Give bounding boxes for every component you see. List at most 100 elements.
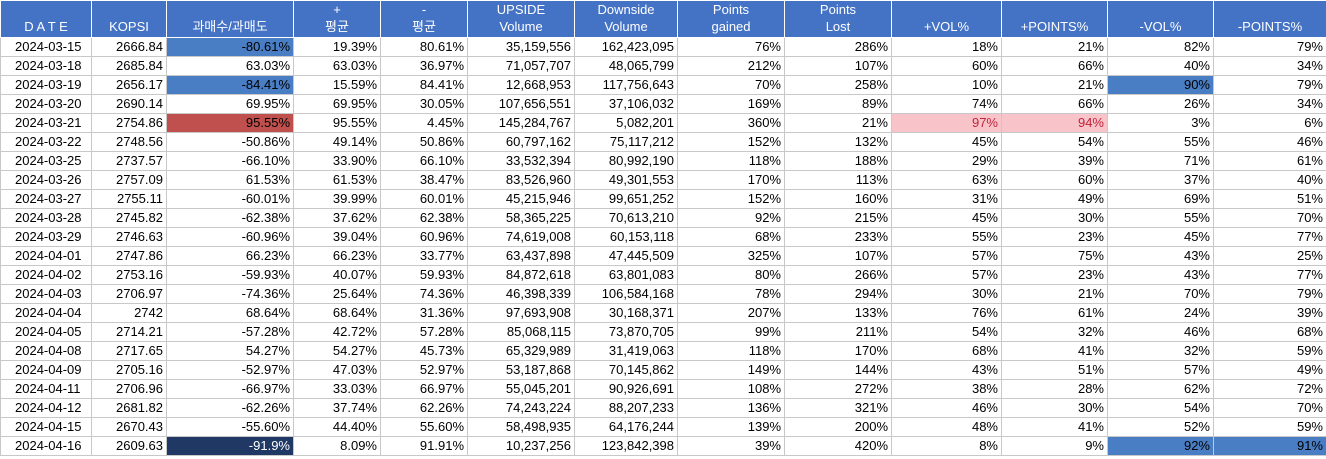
cell-plus-points-pct[interactable]: 61% bbox=[1001, 303, 1108, 323]
cell-date[interactable]: 2024-04-12 bbox=[0, 398, 92, 418]
cell-points-lost[interactable]: 286% bbox=[784, 37, 892, 57]
cell-points-lost[interactable]: 107% bbox=[784, 246, 892, 266]
cell-date[interactable]: 2024-03-27 bbox=[0, 189, 92, 209]
cell-points-lost[interactable]: 107% bbox=[784, 56, 892, 76]
column-header-kopsi[interactable]: KOPSI bbox=[91, 0, 167, 38]
cell-minus-vol-pct[interactable]: 45% bbox=[1107, 227, 1214, 247]
cell-minus-points-pct[interactable]: 79% bbox=[1213, 284, 1326, 304]
cell-points-lost[interactable]: 233% bbox=[784, 227, 892, 247]
cell-plus-vol-pct[interactable]: 29% bbox=[891, 151, 1002, 171]
cell-downside-volume[interactable]: 99,651,252 bbox=[574, 189, 678, 209]
cell-downside-volume[interactable]: 47,445,509 bbox=[574, 246, 678, 266]
cell-minus-points-pct[interactable]: 79% bbox=[1213, 37, 1326, 57]
cell-downside-volume[interactable]: 90,926,691 bbox=[574, 379, 678, 399]
cell-date[interactable]: 2024-04-15 bbox=[0, 417, 92, 437]
cell-plus-avg[interactable]: 33.03% bbox=[293, 379, 381, 399]
cell-downside-volume[interactable]: 5,082,201 bbox=[574, 113, 678, 133]
cell-points-lost[interactable]: 144% bbox=[784, 360, 892, 380]
cell-minus-vol-pct[interactable]: 82% bbox=[1107, 37, 1214, 57]
cell-downside-volume[interactable]: 75,117,212 bbox=[574, 132, 678, 152]
cell-minus-vol-pct[interactable]: 54% bbox=[1107, 398, 1214, 418]
cell-minus-points-pct[interactable]: 77% bbox=[1213, 265, 1326, 285]
cell-downside-volume[interactable]: 70,613,210 bbox=[574, 208, 678, 228]
column-header-plus-points-pct[interactable]: +POINTS% bbox=[1001, 0, 1108, 38]
cell-date[interactable]: 2024-04-04 bbox=[0, 303, 92, 323]
cell-plus-vol-pct[interactable]: 55% bbox=[891, 227, 1002, 247]
cell-minus-avg[interactable]: 31.36% bbox=[380, 303, 468, 323]
cell-plus-points-pct[interactable]: 49% bbox=[1001, 189, 1108, 209]
cell-plus-points-pct[interactable]: 30% bbox=[1001, 208, 1108, 228]
cell-plus-points-pct[interactable]: 30% bbox=[1001, 398, 1108, 418]
cell-minus-avg[interactable]: 66.97% bbox=[380, 379, 468, 399]
cell-points-gained[interactable]: 92% bbox=[677, 208, 785, 228]
cell-plus-vol-pct[interactable]: 68% bbox=[891, 341, 1002, 361]
cell-upside-volume[interactable]: 33,532,394 bbox=[467, 151, 575, 171]
cell-points-lost[interactable]: 133% bbox=[784, 303, 892, 323]
cell-minus-vol-pct[interactable]: 70% bbox=[1107, 284, 1214, 304]
cell-date[interactable]: 2024-03-15 bbox=[0, 37, 92, 57]
cell-points-gained[interactable]: 108% bbox=[677, 379, 785, 399]
cell-downside-volume[interactable]: 48,065,799 bbox=[574, 56, 678, 76]
cell-upside-volume[interactable]: 97,693,908 bbox=[467, 303, 575, 323]
cell-minus-avg[interactable]: 50.86% bbox=[380, 132, 468, 152]
cell-overbought-oversold[interactable]: -52.97% bbox=[166, 360, 294, 380]
cell-date[interactable]: 2024-03-22 bbox=[0, 132, 92, 152]
cell-points-lost[interactable]: 200% bbox=[784, 417, 892, 437]
cell-kopsi[interactable]: 2666.84 bbox=[91, 37, 167, 57]
column-header-date[interactable]: D A T E bbox=[0, 0, 92, 38]
cell-plus-vol-pct[interactable]: 10% bbox=[891, 75, 1002, 95]
cell-minus-points-pct[interactable]: 49% bbox=[1213, 360, 1326, 380]
cell-date[interactable]: 2024-04-09 bbox=[0, 360, 92, 380]
cell-plus-avg[interactable]: 49.14% bbox=[293, 132, 381, 152]
cell-upside-volume[interactable]: 46,398,339 bbox=[467, 284, 575, 304]
cell-plus-points-pct[interactable]: 66% bbox=[1001, 56, 1108, 76]
cell-minus-points-pct[interactable]: 6% bbox=[1213, 113, 1326, 133]
cell-upside-volume[interactable]: 63,437,898 bbox=[467, 246, 575, 266]
cell-points-gained[interactable]: 139% bbox=[677, 417, 785, 437]
cell-points-gained[interactable]: 152% bbox=[677, 132, 785, 152]
cell-plus-avg[interactable]: 61.53% bbox=[293, 170, 381, 190]
cell-downside-volume[interactable]: 37,106,032 bbox=[574, 94, 678, 114]
cell-date[interactable]: 2024-03-18 bbox=[0, 56, 92, 76]
cell-plus-vol-pct[interactable]: 38% bbox=[891, 379, 1002, 399]
cell-date[interactable]: 2024-03-29 bbox=[0, 227, 92, 247]
cell-minus-vol-pct[interactable]: 92% bbox=[1107, 436, 1214, 456]
cell-plus-vol-pct[interactable]: 43% bbox=[891, 360, 1002, 380]
cell-kopsi[interactable]: 2670.43 bbox=[91, 417, 167, 437]
cell-downside-volume[interactable]: 162,423,095 bbox=[574, 37, 678, 57]
cell-plus-avg[interactable]: 42.72% bbox=[293, 322, 381, 342]
cell-upside-volume[interactable]: 65,329,989 bbox=[467, 341, 575, 361]
cell-plus-points-pct[interactable]: 94% bbox=[1001, 113, 1108, 133]
cell-minus-points-pct[interactable]: 77% bbox=[1213, 227, 1326, 247]
cell-overbought-oversold[interactable]: 61.53% bbox=[166, 170, 294, 190]
cell-points-gained[interactable]: 170% bbox=[677, 170, 785, 190]
column-header-overbought-oversold[interactable]: 과매수/과매도 bbox=[166, 0, 294, 38]
cell-plus-vol-pct[interactable]: 45% bbox=[891, 132, 1002, 152]
cell-upside-volume[interactable]: 55,045,201 bbox=[467, 379, 575, 399]
cell-kopsi[interactable]: 2748.56 bbox=[91, 132, 167, 152]
cell-plus-avg[interactable]: 19.39% bbox=[293, 37, 381, 57]
cell-points-lost[interactable]: 215% bbox=[784, 208, 892, 228]
cell-minus-vol-pct[interactable]: 57% bbox=[1107, 360, 1214, 380]
cell-plus-points-pct[interactable]: 32% bbox=[1001, 322, 1108, 342]
cell-overbought-oversold[interactable]: -66.10% bbox=[166, 151, 294, 171]
cell-points-lost[interactable]: 211% bbox=[784, 322, 892, 342]
cell-plus-avg[interactable]: 47.03% bbox=[293, 360, 381, 380]
cell-points-lost[interactable]: 258% bbox=[784, 75, 892, 95]
cell-minus-points-pct[interactable]: 70% bbox=[1213, 208, 1326, 228]
cell-minus-vol-pct[interactable]: 43% bbox=[1107, 246, 1214, 266]
cell-minus-avg[interactable]: 84.41% bbox=[380, 75, 468, 95]
cell-overbought-oversold[interactable]: 63.03% bbox=[166, 56, 294, 76]
cell-kopsi[interactable]: 2706.96 bbox=[91, 379, 167, 399]
cell-upside-volume[interactable]: 145,284,767 bbox=[467, 113, 575, 133]
cell-plus-avg[interactable]: 40.07% bbox=[293, 265, 381, 285]
cell-minus-points-pct[interactable]: 34% bbox=[1213, 56, 1326, 76]
cell-points-gained[interactable]: 325% bbox=[677, 246, 785, 266]
cell-downside-volume[interactable]: 123,842,398 bbox=[574, 436, 678, 456]
cell-points-gained[interactable]: 70% bbox=[677, 75, 785, 95]
cell-downside-volume[interactable]: 30,168,371 bbox=[574, 303, 678, 323]
cell-date[interactable]: 2024-03-21 bbox=[0, 113, 92, 133]
cell-minus-vol-pct[interactable]: 40% bbox=[1107, 56, 1214, 76]
cell-minus-vol-pct[interactable]: 55% bbox=[1107, 208, 1214, 228]
cell-overbought-oversold[interactable]: -62.26% bbox=[166, 398, 294, 418]
